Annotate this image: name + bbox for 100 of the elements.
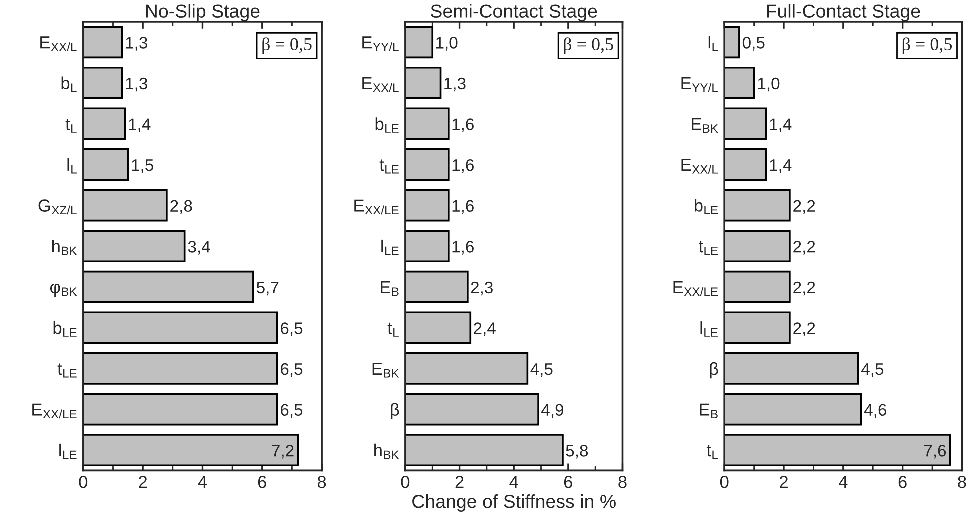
y-tick-label: φ$_{BK}$ <box>50 284 78 297</box>
data-label: 2,4 <box>474 322 496 336</box>
y-tick-label: E$_{XX/LE}$ <box>674 281 718 296</box>
y-tick-label: E$_{XX/LE}$ <box>32 404 77 419</box>
y-tick-label: E$_{BK}$ <box>692 118 718 133</box>
data-label: 3,4 <box>188 241 210 255</box>
data-label: 6,5 <box>281 363 303 378</box>
data-label: 1,4 <box>770 118 792 132</box>
y-tick-label: h$_{BK}$ <box>52 240 78 256</box>
data-label: 6,5 <box>281 404 303 418</box>
y-tick-label: t$_{L}$ <box>66 118 77 133</box>
x-tick-label: 4 <box>510 476 518 488</box>
bar <box>83 230 186 263</box>
data-label: 1,4 <box>770 160 792 174</box>
x-tick-label: 2 <box>456 476 464 488</box>
y-tick-label: E$_{B}$ <box>381 281 399 296</box>
y-tick-label: t$_{LE}$ <box>58 364 77 378</box>
bar <box>405 270 469 304</box>
bar <box>405 189 450 222</box>
bar <box>405 230 450 263</box>
data-label: 1,0 <box>436 37 458 51</box>
data-label: 1,6 <box>452 118 474 132</box>
data-label: 0,5 <box>742 37 765 51</box>
annotation: β = 0,5 <box>262 38 312 54</box>
data-label: 1,4 <box>129 118 151 132</box>
data-label: 6,5 <box>281 322 303 336</box>
x-tick-label: 8 <box>318 476 326 488</box>
x-tick-label: 6 <box>564 476 572 488</box>
y-tick-label: l$_{LE}$ <box>700 322 718 337</box>
bar <box>724 66 756 100</box>
y-tick-label: G$_{XZ/L}$ <box>38 200 77 215</box>
y-tick-label: E$_{XX/L}$ <box>40 36 77 52</box>
bar <box>724 393 862 426</box>
data-label: 7,6 <box>924 445 946 459</box>
y-tick-label: b$_{LE}$ <box>694 199 718 214</box>
chart-title: Semi-Contact Stage <box>431 4 598 22</box>
bar <box>83 434 300 467</box>
annotation: β = 0,5 <box>902 38 952 54</box>
y-tick-label: b$_{LE}$ <box>376 118 399 133</box>
y-tick-label: β <box>710 362 718 379</box>
bar <box>83 148 130 181</box>
y-tick-label: t$_{LE}$ <box>698 241 718 256</box>
y-tick-label: l$_{LE}$ <box>60 444 77 460</box>
bar <box>83 66 124 100</box>
chart-title: Full-Contact Stage <box>767 4 920 22</box>
data-label: 2,3 <box>471 282 493 296</box>
data-label: 2,2 <box>794 200 816 214</box>
data-label: 1,3 <box>126 78 148 92</box>
y-tick-label: β <box>391 403 400 420</box>
bar <box>724 26 740 59</box>
data-label: 2,2 <box>794 282 816 296</box>
y-tick-label: h$_{BK}$ <box>374 444 400 460</box>
x-tick-label: 6 <box>258 476 266 488</box>
data-label: 1,3 <box>444 78 466 92</box>
x-tick-label: 0 <box>79 476 88 488</box>
x-tick-label: 8 <box>618 476 627 488</box>
data-label: 1,6 <box>452 200 474 214</box>
bar <box>724 312 791 344</box>
bar <box>405 393 540 426</box>
bar <box>83 393 278 426</box>
bar <box>724 270 791 304</box>
data-label: 2,8 <box>170 200 192 214</box>
data-label: 1,6 <box>452 241 474 255</box>
data-label: 4,5 <box>862 364 884 378</box>
data-label: 2,2 <box>794 322 816 336</box>
data-label: 1,5 <box>132 160 154 174</box>
data-label: 5,7 <box>256 282 279 296</box>
bar <box>405 66 442 100</box>
data-label: 5,8 <box>566 445 588 459</box>
y-tick-label: t$_{L}$ <box>706 445 718 460</box>
y-tick-label: E$_{XX/L}$ <box>362 77 399 92</box>
data-label: 1,3 <box>126 37 148 51</box>
bar <box>405 26 434 59</box>
bar <box>405 148 450 181</box>
data-label: 4,5 <box>530 364 553 378</box>
bar <box>724 352 860 385</box>
y-tick-label: l$_{L}$ <box>708 36 718 52</box>
y-tick-label: b$_{L}$ <box>62 76 77 92</box>
bar <box>724 434 952 467</box>
x-tick-label: 2 <box>139 476 148 488</box>
y-tick-label: E$_{BK}$ <box>372 363 400 378</box>
x-tick-label: 2 <box>780 476 788 488</box>
chart-title: No-Slip Stage <box>146 4 260 22</box>
annotation: β = 0,5 <box>564 38 614 54</box>
data-label: 4,6 <box>864 404 887 418</box>
bar <box>83 108 126 140</box>
data-label: 2,2 <box>794 241 816 255</box>
bar <box>724 148 768 181</box>
x-tick-label: 8 <box>958 476 966 488</box>
bar <box>83 270 254 304</box>
bar <box>405 108 450 140</box>
x-tick-label: 4 <box>198 476 208 488</box>
bar <box>724 108 768 140</box>
x-tick-label: 0 <box>401 476 410 488</box>
data-label: 1,0 <box>758 78 780 92</box>
y-tick-label: l$_{LE}$ <box>382 240 399 256</box>
y-tick-label: t$_{L}$ <box>388 322 399 337</box>
y-tick-label: b$_{LE}$ <box>54 322 77 337</box>
bar <box>83 26 124 59</box>
y-tick-label: l$_{L}$ <box>68 158 77 174</box>
